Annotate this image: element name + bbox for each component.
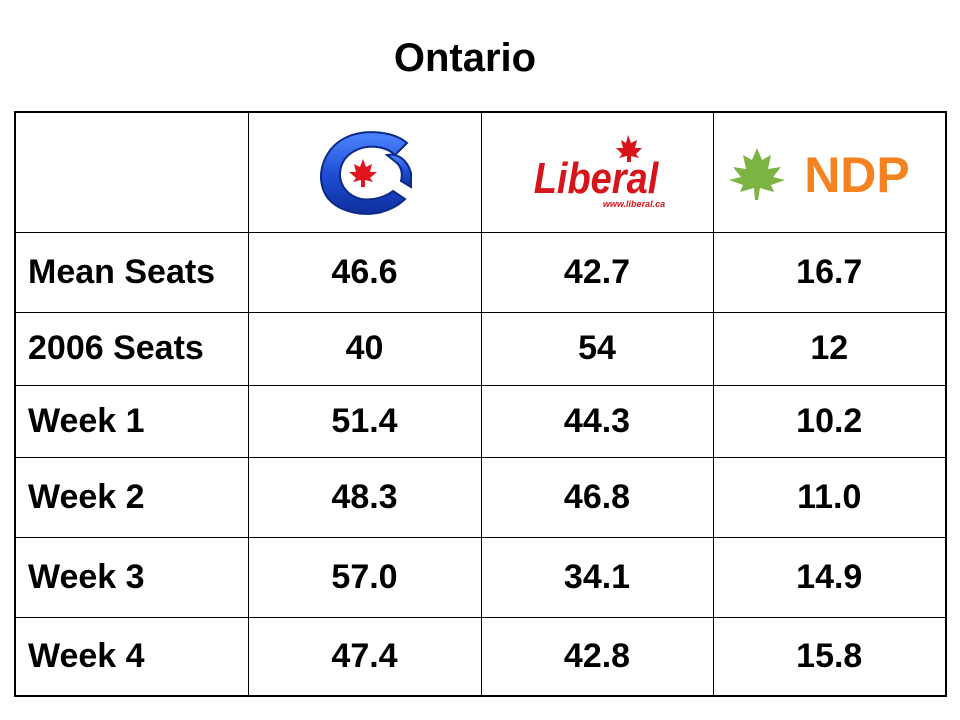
conservative-party-logo-icon <box>319 131 412 216</box>
row-label: Week 3 <box>14 536 249 618</box>
liberal-value: 46.8 <box>480 456 714 538</box>
row-label: Week 4 <box>14 616 249 697</box>
empty-header-cell <box>14 111 249 233</box>
ndp-value: 16.7 <box>712 231 947 313</box>
liberal-value: 34.1 <box>480 536 714 618</box>
table-row: Week 2 48.3 46.8 11.0 <box>14 456 947 538</box>
table-row: Mean Seats 46.6 42.7 16.7 <box>14 231 947 313</box>
conservative-value: 47.4 <box>247 616 482 697</box>
ndp-wordmark: NDP <box>804 147 910 202</box>
liberal-value: 42.7 <box>480 231 714 313</box>
row-label: Week 1 <box>14 384 249 458</box>
seat-projection-table: Liberal www.liberal.ca NDP Mean Seats 46… <box>14 111 947 697</box>
liberal-url: www.liberal.ca <box>603 199 665 209</box>
table-row: Week 3 57.0 34.1 14.9 <box>14 536 947 618</box>
ndp-party-logo-icon: NDP <box>729 147 910 202</box>
ndp-header-cell: NDP <box>712 111 947 233</box>
conservative-value: 46.6 <box>247 231 482 313</box>
table-row: 2006 Seats 40 54 12 <box>14 311 947 386</box>
ndp-value: 14.9 <box>712 536 947 618</box>
liberal-wordmark: Liberal <box>534 154 660 203</box>
table-header-row: Liberal www.liberal.ca NDP <box>14 111 947 233</box>
row-label: Week 2 <box>14 456 249 538</box>
ndp-value: 15.8 <box>712 616 947 697</box>
table-row: Week 1 51.4 44.3 10.2 <box>14 384 947 458</box>
conservative-value: 57.0 <box>247 536 482 618</box>
ndp-value: 11.0 <box>712 456 947 538</box>
row-label: 2006 Seats <box>14 311 249 386</box>
conservative-value: 40 <box>247 311 482 386</box>
conservative-value: 48.3 <box>247 456 482 538</box>
page-title: Ontario <box>393 36 537 80</box>
table-row: Week 4 47.4 42.8 15.8 <box>14 616 947 697</box>
ndp-value: 12 <box>712 311 947 386</box>
liberal-value: 42.8 <box>480 616 714 697</box>
conservative-header-cell <box>247 111 482 233</box>
row-label: Mean Seats <box>14 231 249 313</box>
liberal-value: 44.3 <box>480 384 714 458</box>
liberal-value: 54 <box>480 311 714 386</box>
liberal-party-logo-icon: Liberal www.liberal.ca <box>534 135 665 209</box>
conservative-value: 51.4 <box>247 384 482 458</box>
ndp-value: 10.2 <box>712 384 947 458</box>
liberal-header-cell: Liberal www.liberal.ca <box>480 111 714 233</box>
